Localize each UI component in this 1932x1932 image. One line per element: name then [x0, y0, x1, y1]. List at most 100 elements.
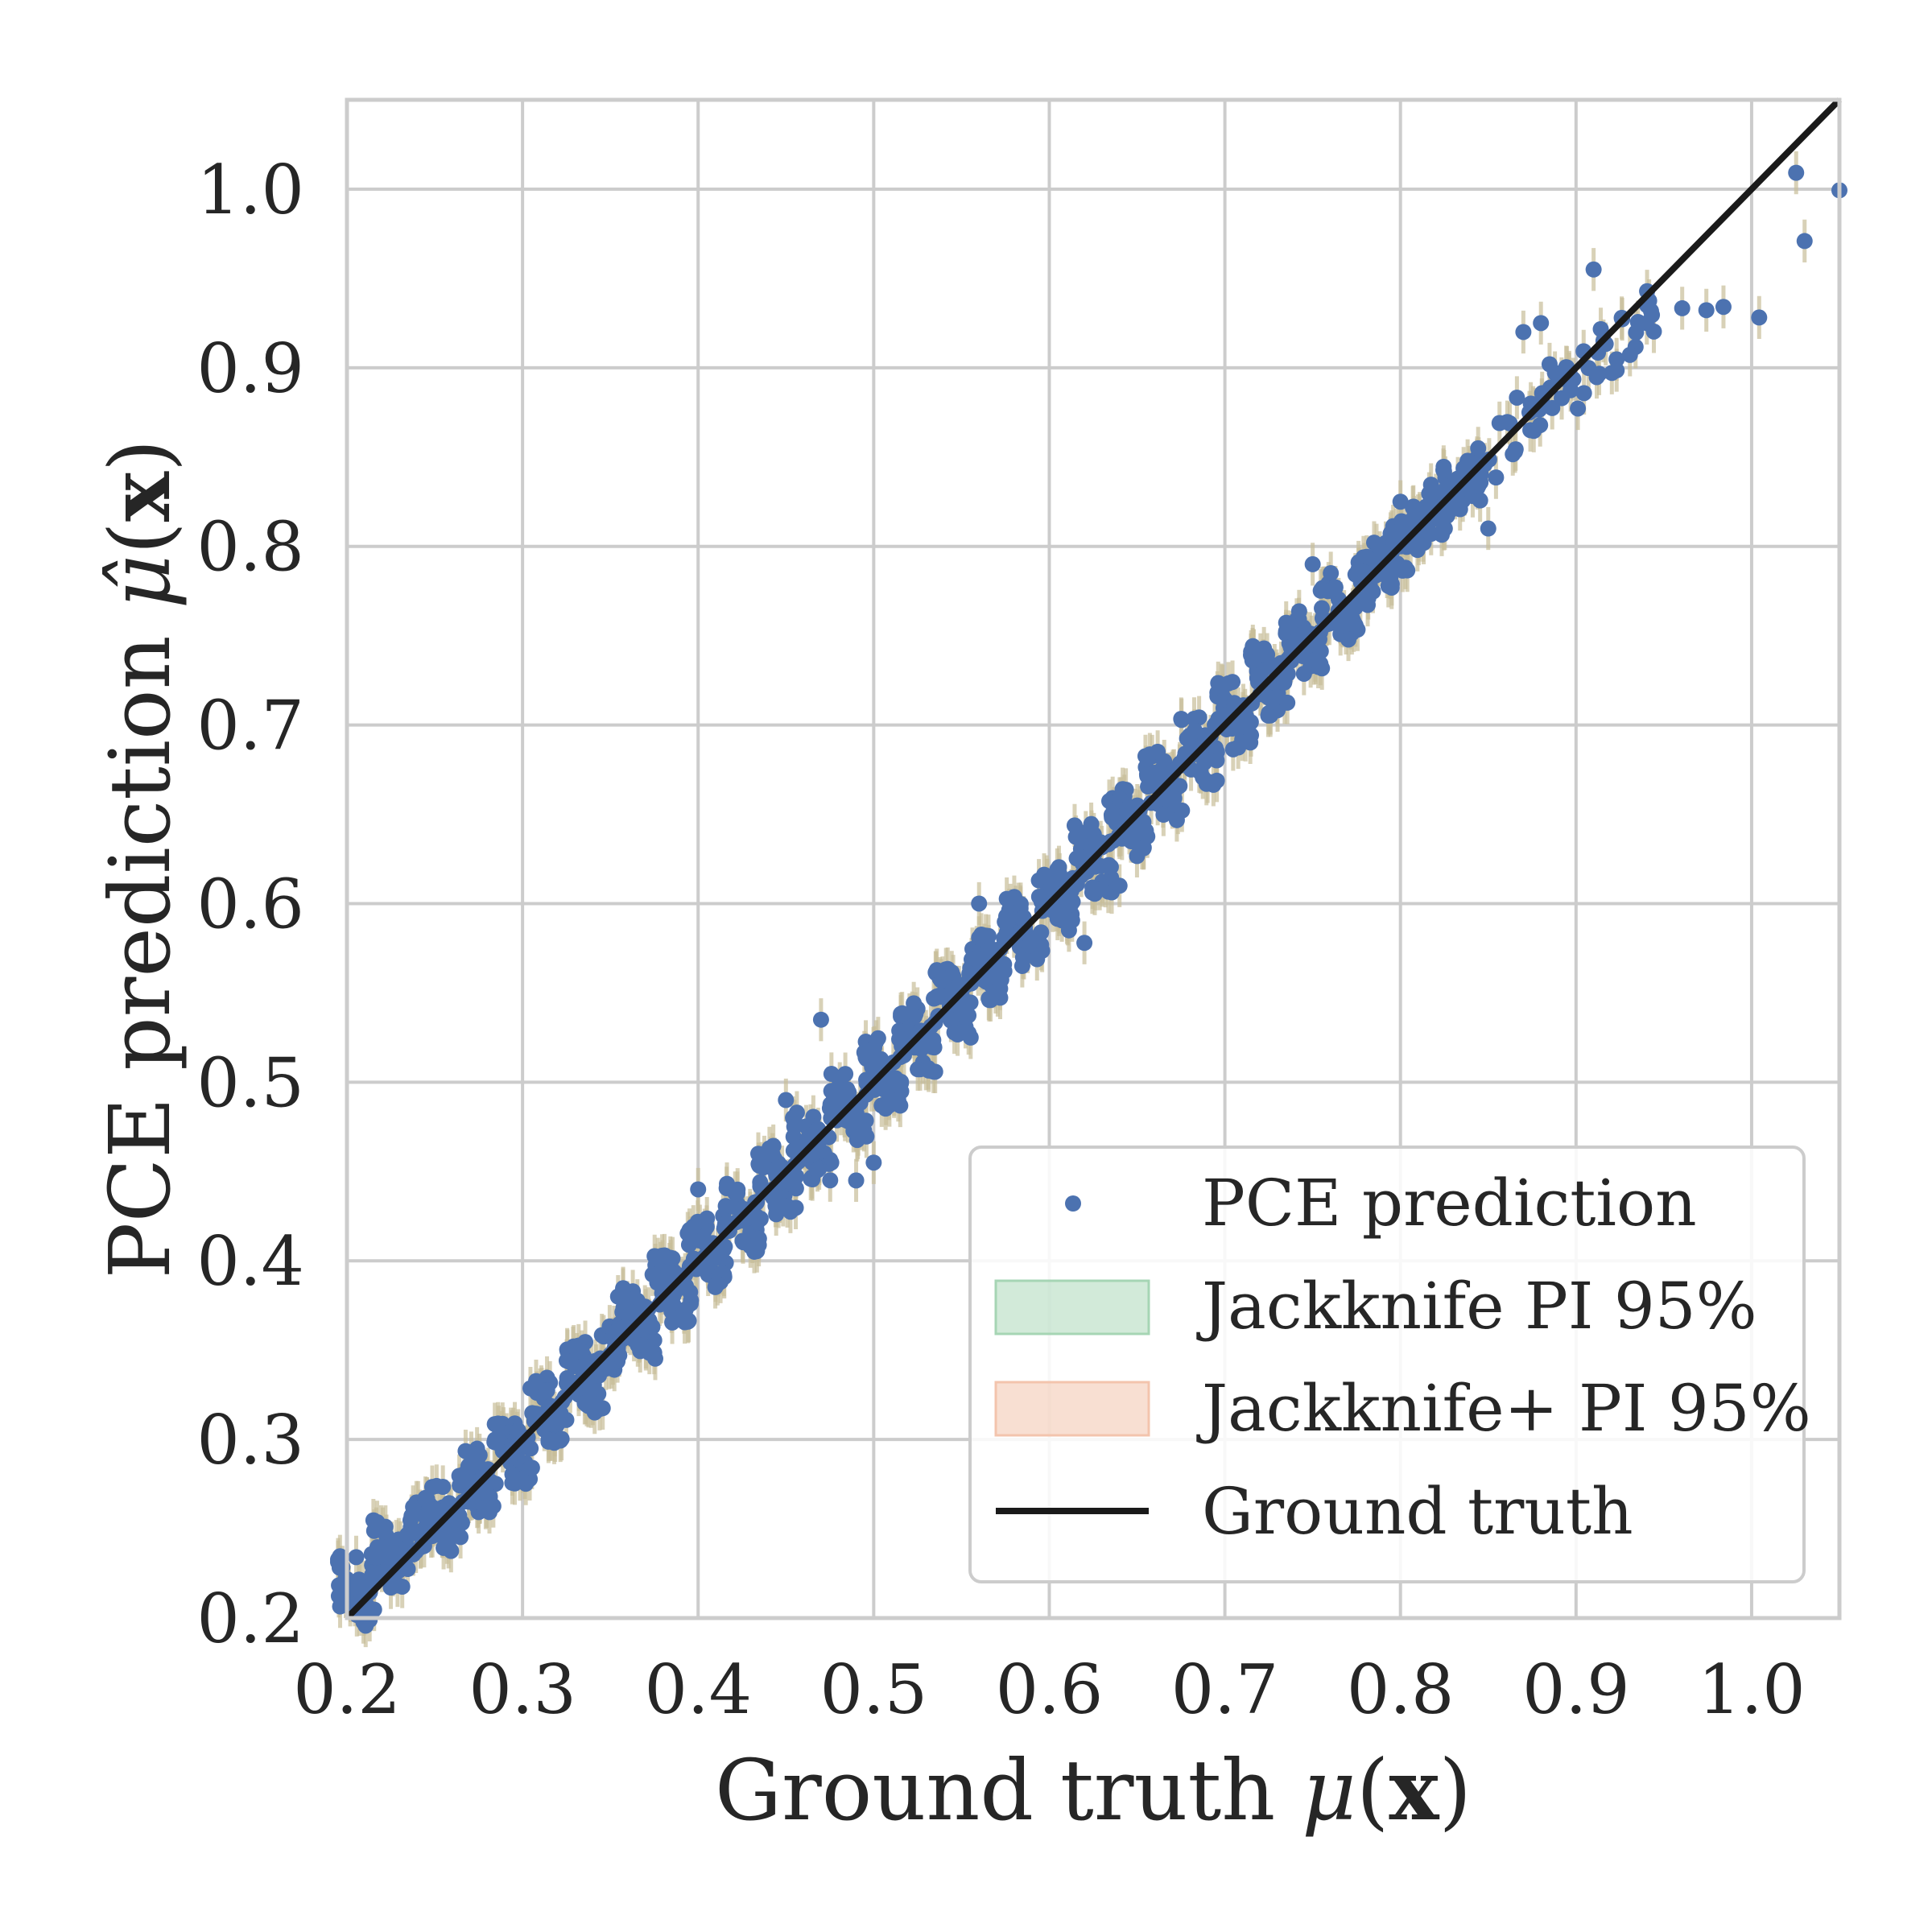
y-axis-title-close: ) [91, 440, 189, 473]
data-point [973, 927, 990, 943]
data-point [1470, 474, 1487, 491]
data-point [1532, 417, 1549, 434]
data-point [1563, 382, 1579, 398]
y-axis-title: PCE prediction μ̂(x) [90, 440, 189, 1279]
data-point [881, 1096, 898, 1113]
legend-marker-pce [1065, 1195, 1081, 1212]
data-point [822, 1172, 839, 1189]
data-point [749, 1243, 766, 1260]
data-point [851, 1118, 868, 1135]
data-point [1796, 233, 1813, 250]
legend-label-ground-truth: Ground truth [1202, 1474, 1633, 1549]
data-point [1135, 840, 1152, 857]
data-point [690, 1181, 707, 1198]
data-point [477, 1499, 494, 1516]
y-tick-label: 0.3 [196, 1401, 304, 1480]
data-point [996, 956, 1013, 972]
data-point [664, 1314, 681, 1331]
data-point [630, 1337, 646, 1354]
data-point [399, 1561, 416, 1578]
y-tick-label: 0.2 [196, 1579, 304, 1658]
data-point [786, 1170, 803, 1187]
data-point [552, 1432, 569, 1449]
data-point [1422, 477, 1439, 493]
x-tick-label: 0.3 [469, 1650, 576, 1729]
data-point [452, 1529, 469, 1546]
x-axis-title-open: ( [1356, 1741, 1389, 1839]
data-point [435, 1528, 452, 1545]
x-axis-title: Ground truth μ(x) [715, 1740, 1472, 1839]
data-point [1480, 520, 1496, 537]
data-point [1435, 458, 1452, 475]
data-point [1174, 802, 1191, 819]
x-axis-title-close: ) [1439, 1741, 1472, 1839]
data-point [1347, 617, 1364, 634]
legend-label-pce: PCE prediction [1202, 1166, 1697, 1241]
data-point [1076, 935, 1093, 952]
data-point [382, 1579, 399, 1596]
data-point [1515, 324, 1532, 341]
data-point [1105, 803, 1122, 820]
data-point [1326, 580, 1343, 597]
data-point [957, 1009, 974, 1026]
data-point [778, 1092, 795, 1108]
data-point [960, 1025, 977, 1042]
data-point [1505, 446, 1521, 463]
data-point [1312, 655, 1329, 672]
data-point [641, 1344, 658, 1361]
data-point [825, 1091, 842, 1108]
data-point [1236, 718, 1253, 735]
data-point [915, 1037, 932, 1054]
data-point [1575, 385, 1592, 402]
data-point [1364, 583, 1381, 600]
data-point [1268, 689, 1285, 706]
data-point [788, 1104, 805, 1121]
data-point [374, 1521, 391, 1538]
data-point [848, 1132, 865, 1149]
legend-patch-jackknife-plus [994, 1381, 1150, 1437]
data-point [1066, 817, 1083, 834]
data-point [1051, 906, 1067, 923]
data-point [786, 1118, 803, 1135]
data-point [1698, 302, 1715, 319]
data-point [689, 1213, 706, 1230]
data-point [1198, 752, 1215, 769]
data-point [1621, 346, 1638, 363]
data-point [1380, 577, 1397, 594]
data-point [584, 1382, 601, 1399]
x-tick-label: 0.9 [1522, 1650, 1630, 1729]
data-point [1030, 888, 1047, 905]
data-point [893, 1005, 910, 1022]
data-point [1157, 791, 1174, 807]
data-point [906, 995, 923, 1012]
data-point [522, 1440, 539, 1457]
data-point [1220, 675, 1236, 691]
data-point [988, 969, 1005, 986]
data-point [1314, 582, 1331, 599]
data-point [654, 1247, 671, 1264]
data-point [1186, 710, 1203, 727]
y-axis-title-open: ( [91, 522, 189, 555]
y-tick-label: 1.0 [196, 151, 304, 229]
x-tick-labels: 0.2 0.3 0.4 0.5 0.6 0.7 0.8 0.9 1.0 [293, 1650, 1806, 1729]
data-point [644, 1266, 661, 1283]
data-point [1604, 365, 1620, 382]
data-point [1111, 877, 1128, 894]
data-point [1674, 299, 1690, 316]
data-point [1533, 315, 1550, 332]
data-point [1015, 949, 1032, 966]
data-point [348, 1549, 365, 1566]
data-point [560, 1353, 577, 1370]
legend-label-jackknife-plus: Jackknife+ PI 95% [1196, 1371, 1811, 1446]
data-point [1509, 389, 1525, 406]
y-axis-title-prefix: PCE prediction [91, 609, 189, 1278]
y-tick-label: 0.6 [196, 865, 304, 943]
data-point [1088, 881, 1104, 898]
data-point [1290, 603, 1307, 620]
data-point [357, 1617, 374, 1634]
data-point [928, 962, 945, 979]
data-point [1585, 261, 1602, 278]
data-point [457, 1443, 474, 1459]
y-tick-label: 0.7 [196, 687, 304, 766]
